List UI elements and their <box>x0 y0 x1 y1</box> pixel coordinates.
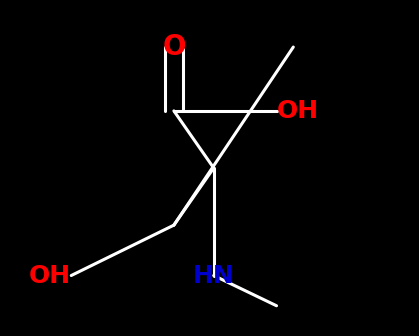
Text: OH: OH <box>277 99 319 123</box>
Text: OH: OH <box>29 263 71 288</box>
Text: O: O <box>162 33 186 61</box>
Text: HN: HN <box>193 263 235 288</box>
